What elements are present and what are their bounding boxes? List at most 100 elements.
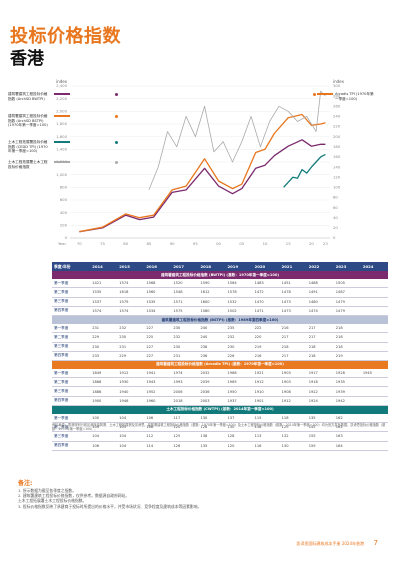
- table-row: 第二季度 104 105 108 120 128 130 118 129 145 162: [52, 422, 388, 433]
- y-right-tick-label: 160: [333, 154, 341, 159]
- table-cell: 235: [225, 324, 253, 334]
- table-cell: 1520: [171, 279, 199, 289]
- table-cell: 230: [117, 332, 145, 343]
- section-header-row: 建筑署建筑工程投标价格指数 (BSTPI) (基数：1989年第四季度=100): [52, 315, 388, 325]
- x-tick-label: Year: [58, 241, 66, 246]
- table-cell: 216: [279, 324, 307, 334]
- legend-label: 建筑署建筑工程投标价格指数 (ArchSD BSTPI) (1970年第一季度=…: [8, 114, 48, 128]
- table-cell: 104: [90, 431, 118, 442]
- x-tick-label: 95: [193, 241, 198, 246]
- table-cell: 231: [117, 342, 145, 352]
- y-left-tick-label: 1,400: [56, 147, 67, 152]
- table-cell: 1575: [171, 306, 199, 316]
- y-left-tick-label: 1,000: [56, 172, 67, 177]
- table-cell: 第三季度: [52, 431, 91, 442]
- table-cell: 1921: [252, 369, 280, 379]
- column-header: 2017: [171, 262, 199, 271]
- table-cell: 1939: [333, 386, 361, 397]
- table-cell: 1935: [333, 377, 361, 388]
- table-row: 第三季度 1886 1940 1952 2006 2036 1950 1910 1908 1922…: [52, 386, 388, 397]
- table-row: 第一季度 1421 1574 1568 1520 1590 1564 1483 1451 1488…: [52, 279, 388, 289]
- y-right-axis-label: index: [333, 79, 345, 84]
- table-cell: 126: [171, 441, 199, 451]
- table-cell: 1937: [225, 396, 253, 406]
- y-right-tick-label: 120: [333, 174, 341, 179]
- column-header: 2023: [333, 262, 361, 271]
- notes-title: 备注:: [18, 480, 33, 487]
- x-tick-label: 15: [286, 241, 291, 246]
- table-cell: 1950: [225, 386, 253, 397]
- table-row: 第一季度 100 104 106 117 130 137 115 118 135 162: [52, 414, 388, 424]
- section-header-row: 建筑署建筑工程投标价格指数 (Arcadis TPI) (基数：1970年第一季…: [52, 360, 388, 370]
- table-row: 第二季度 229 230 225 232 240 232 220 217 217 218: [52, 332, 388, 343]
- table-cell: 218: [333, 324, 361, 334]
- x-tick-label: 85: [147, 241, 152, 246]
- y-right-tick-label: 20: [333, 225, 338, 230]
- table-cell: 第四季度: [52, 306, 91, 316]
- table-cell: 1960: [144, 396, 172, 406]
- table-cell: 1564: [225, 279, 253, 289]
- table-cell: 240: [198, 324, 226, 334]
- table-cell: 230: [171, 324, 199, 334]
- column-header: 2024: [360, 262, 388, 271]
- table-cell: 1868: [90, 377, 118, 388]
- y-right-tick-label: 240: [333, 114, 341, 119]
- table-cell: 240: [198, 332, 226, 343]
- table-cell: 145: [306, 422, 334, 433]
- table-cell: 1903: [279, 377, 307, 388]
- table-header-row: 季度/年份 2014 2015 2016 2017 2018 2019 2020 2021 202…: [52, 262, 388, 271]
- legend-item: 土木工程拓展署土木工程投标价格指数: [8, 160, 118, 169]
- page-title: 投标价格指数: [10, 26, 121, 47]
- table-row: 第二季度 1535 1618 1560 1548 1612 1578 1472 1478 1491…: [52, 287, 388, 298]
- table-cell: 第四季度: [52, 396, 91, 406]
- x-tick-label: 90: [170, 241, 175, 246]
- table-cell: 130: [279, 441, 307, 451]
- table-cell: 106: [90, 441, 118, 451]
- table-cell: 114: [144, 441, 172, 451]
- section-title: 建筑署建筑工程投标价格指数 (BWTPI) (基数：1970年第一季度=100): [52, 271, 388, 280]
- table-cell: 125: [171, 431, 199, 442]
- table-cell: 第二季度: [52, 422, 91, 433]
- table-cell: 1974: [171, 369, 199, 379]
- table-cell: 113: [252, 431, 280, 442]
- table-cell: [360, 431, 388, 442]
- legend-dot-icon: [115, 140, 118, 144]
- x-tick-label: 23: [323, 241, 328, 246]
- x-tick-label: 20: [309, 241, 314, 246]
- y-left-tick-label: 200: [60, 223, 68, 228]
- table-cell: 218: [306, 342, 334, 352]
- table-cell: 1968: [225, 369, 253, 379]
- y-right-tick-label: 60: [333, 205, 338, 210]
- table-cell: [360, 324, 388, 334]
- table-cell: [360, 279, 388, 289]
- table-cell: 1849: [90, 369, 118, 379]
- column-header: 2016: [144, 262, 172, 271]
- legend-label: 土木工程拓展署土木工程投标价格指数: [8, 160, 48, 169]
- y-right-tick-label: 40: [333, 215, 338, 220]
- table-row: 第三季度 104 104 112 125 138 128 113 132 155 163: [52, 431, 388, 442]
- region-title: 香港: [10, 49, 44, 69]
- table-cell: 1946: [117, 396, 145, 406]
- note-item: 2. 建筑署建筑工程投标价格指数，仅供参考。数据源自政府网站。: [18, 493, 130, 499]
- table-cell: [360, 422, 388, 433]
- table-cell: 1943: [144, 377, 172, 388]
- table-cell: [360, 414, 388, 424]
- table-cell: [360, 332, 388, 343]
- table-cell: 236: [198, 351, 226, 361]
- legend-swatch: [313, 92, 333, 96]
- table-cell: 1574: [90, 306, 118, 316]
- series-line-0: [79, 139, 326, 233]
- note-item: 1. 所示数据为截至各季度之指数。: [18, 488, 76, 493]
- table-cell: 1502: [225, 306, 253, 316]
- y-left-tick-label: 600: [60, 197, 68, 202]
- legend-dot-icon: [115, 114, 118, 118]
- legend-item: Arcadis TPI (1970年第一季度=100): [313, 92, 375, 101]
- page-number: 7: [373, 539, 378, 547]
- column-header: 2014: [90, 262, 118, 271]
- table-cell: 162: [333, 414, 361, 424]
- table-cell: 1918: [306, 377, 334, 388]
- y-left-tick-label: 1,600: [56, 134, 67, 139]
- table-cell: 1993: [171, 377, 199, 388]
- y-left-tick-label: 2,400: [56, 83, 67, 88]
- table-cell: 1952: [144, 386, 172, 397]
